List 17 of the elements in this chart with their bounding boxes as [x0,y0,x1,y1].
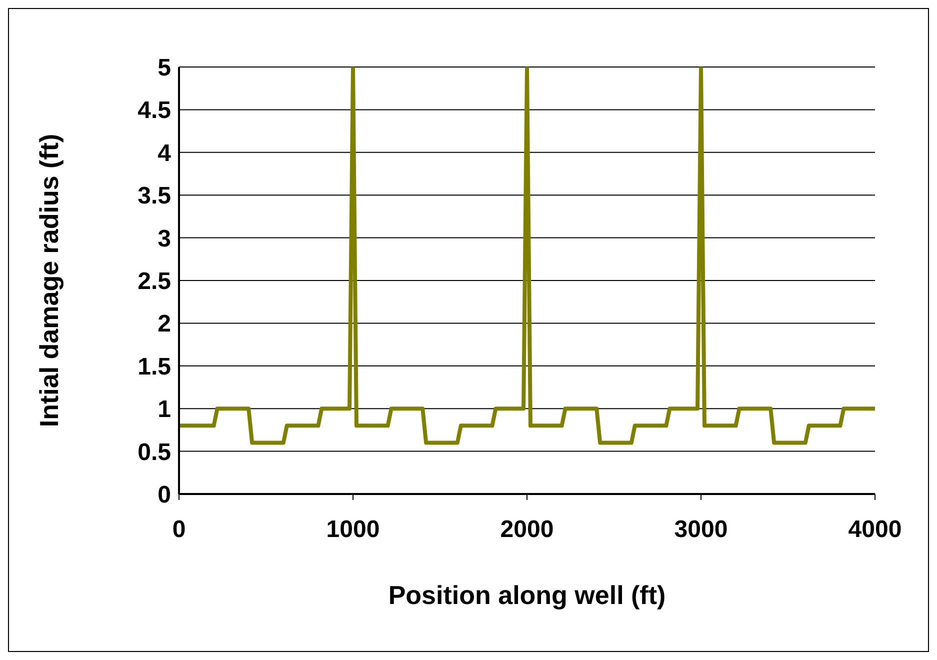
x-tick-label: 2000 [500,516,554,544]
y-tick-label: 3.5 [138,182,171,210]
x-tick-label: 1000 [326,516,380,544]
y-tick-label: 0 [158,482,171,509]
y-tick-label: 4 [158,140,172,167]
y-tick-label: 1.5 [138,353,171,380]
x-axis-title: Position along well (ft) [388,580,666,610]
y-tick-label: 1 [158,396,171,424]
x-tick-label: 4000 [848,516,902,544]
y-tick-label: 5 [158,54,171,82]
y-tick-label: 2.5 [138,268,171,296]
y-tick-label: 2 [158,310,171,338]
x-tick-label: 3000 [674,516,728,544]
y-tick-label: 3 [158,225,171,252]
y-tick-label: 4.5 [138,97,171,124]
y-axis-title: Intial damage radius (ft) [34,134,64,428]
y-tick-label: 0.5 [138,438,171,466]
